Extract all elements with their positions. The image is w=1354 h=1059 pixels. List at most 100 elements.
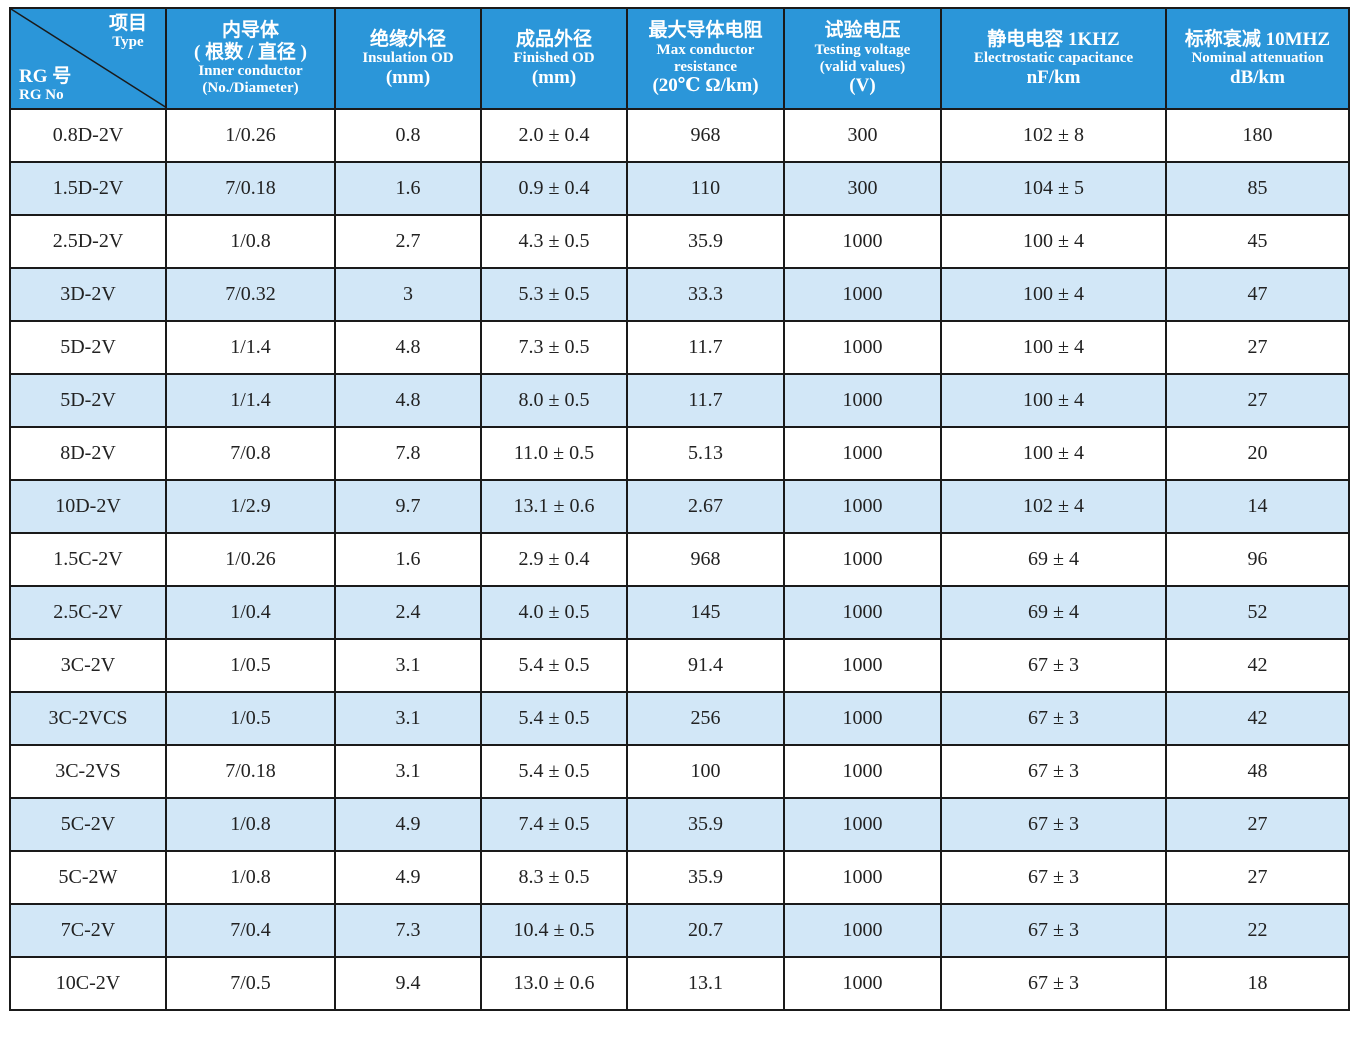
cell-max-resistance: 256 [626,691,785,746]
cell-testing-voltage: 1000 [783,426,942,481]
cell-attenuation: 47 [1165,267,1350,322]
cell-insulation-od: 9.7 [334,479,482,534]
corner-type-cn: 项目 [108,13,147,34]
cell-rg-no: 7C-2V [9,903,167,958]
cell-capacitance: 67 ± 3 [940,638,1167,693]
cell-rg-no: 0.8D-2V [9,108,167,163]
cell-insulation-od: 4.9 [334,850,482,905]
cell-finished-od: 2.9 ± 0.4 [480,532,628,587]
cell-capacitance: 100 ± 4 [940,373,1167,428]
table-body: 0.8D-2V 1/0.26 0.8 2.0 ± 0.4 968 300 102 ± 8 18… [9,108,1350,1011]
cell-attenuation: 20 [1165,426,1350,481]
cell-finished-od: 4.0 ± 0.5 [480,585,628,640]
cell-testing-voltage: 1000 [783,744,942,799]
cell-insulation-od: 2.7 [334,214,482,269]
cell-max-resistance: 5.13 [626,426,785,481]
cell-attenuation: 42 [1165,691,1350,746]
cell-finished-od: 5.4 ± 0.5 [480,744,628,799]
cell-inner-conductor: 1/0.8 [165,797,336,852]
cell-rg-no: 5D-2V [9,320,167,375]
cell-capacitance: 69 ± 4 [940,585,1167,640]
cell-rg-no: 10C-2V [9,956,167,1011]
cell-attenuation: 85 [1165,161,1350,216]
cell-capacitance: 67 ± 3 [940,903,1167,958]
cell-attenuation: 18 [1165,956,1350,1011]
cell-capacitance: 102 ± 8 [940,108,1167,163]
corner-type-label: 项目 Type [109,13,147,51]
cell-inner-conductor: 1/0.4 [165,585,336,640]
cell-inner-conductor: 1/0.26 [165,108,336,163]
cell-finished-od: 5.3 ± 0.5 [480,267,628,322]
cell-rg-no: 5C-2W [9,850,167,905]
cell-testing-voltage: 1000 [783,638,942,693]
cell-finished-od: 5.4 ± 0.5 [480,638,628,693]
corner-rg-cn: RG 号 [19,65,72,87]
cell-rg-no: 3C-2VCS [9,691,167,746]
cell-insulation-od: 3.1 [334,744,482,799]
cell-testing-voltage: 1000 [783,956,942,1011]
table-row: 1.5D-2V 7/0.18 1.6 0.9 ± 0.4 110 300 104 ± 5 85 [9,161,1350,216]
cell-max-resistance: 968 [626,108,785,163]
corner-type-en: Type [112,34,144,51]
cell-rg-no: 3C-2V [9,638,167,693]
cell-attenuation: 27 [1165,320,1350,375]
cell-capacitance: 67 ± 3 [940,850,1167,905]
cell-inner-conductor: 1/1.4 [165,320,336,375]
cell-attenuation: 27 [1165,850,1350,905]
cell-capacitance: 69 ± 4 [940,532,1167,587]
cell-finished-od: 13.0 ± 0.6 [480,956,628,1011]
cell-rg-no: 2.5D-2V [9,214,167,269]
table-row: 5C-2W 1/0.8 4.9 8.3 ± 0.5 35.9 1000 67 ± 3 27 [9,850,1350,905]
cell-finished-od: 13.1 ± 0.6 [480,479,628,534]
cell-capacitance: 67 ± 3 [940,691,1167,746]
cell-testing-voltage: 1000 [783,532,942,587]
cell-max-resistance: 35.9 [626,214,785,269]
cell-max-resistance: 35.9 [626,850,785,905]
table-row: 1.5C-2V 1/0.26 1.6 2.9 ± 0.4 968 1000 69 ± 4 96 [9,532,1350,587]
cell-attenuation: 27 [1165,373,1350,428]
cell-capacitance: 67 ± 3 [940,797,1167,852]
table-row: 2.5C-2V 1/0.4 2.4 4.0 ± 0.5 145 1000 69 ± 4 52 [9,585,1350,640]
cell-finished-od: 8.0 ± 0.5 [480,373,628,428]
corner-rg-en: RG No [19,87,64,104]
cell-testing-voltage: 1000 [783,320,942,375]
header-inner-conductor: 内导体 ( 根数 / 直径 ) Inner conductor (No./Dia… [165,7,336,110]
cell-capacitance: 102 ± 4 [940,479,1167,534]
cell-attenuation: 27 [1165,797,1350,852]
cell-max-resistance: 33.3 [626,267,785,322]
table-row: 3C-2VCS 1/0.5 3.1 5.4 ± 0.5 256 1000 67 ± 3 42 [9,691,1350,746]
cell-max-resistance: 20.7 [626,903,785,958]
cell-inner-conductor: 1/0.8 [165,214,336,269]
cell-testing-voltage: 1000 [783,214,942,269]
cell-rg-no: 1.5D-2V [9,161,167,216]
cell-inner-conductor: 7/0.5 [165,956,336,1011]
cell-max-resistance: 968 [626,532,785,587]
cell-testing-voltage: 1000 [783,479,942,534]
cell-inner-conductor: 1/0.26 [165,532,336,587]
header-testing-voltage: 试验电压 Testing voltage (valid values) (V) [783,7,942,110]
cell-insulation-od: 2.4 [334,585,482,640]
cell-capacitance: 100 ± 4 [940,214,1167,269]
header-insulation-od: 绝缘外径 Insulation OD (mm) [334,7,482,110]
cell-capacitance: 104 ± 5 [940,161,1167,216]
cell-max-resistance: 2.67 [626,479,785,534]
cell-capacitance: 100 ± 4 [940,267,1167,322]
cell-insulation-od: 4.9 [334,797,482,852]
cell-inner-conductor: 1/2.9 [165,479,336,534]
cable-spec-table: 项目 Type RG 号 RG No 内导体 ( 根数 / 直径 ) Inner… [9,7,1350,1011]
cell-testing-voltage: 1000 [783,585,942,640]
cell-max-resistance: 11.7 [626,373,785,428]
cell-inner-conductor: 7/0.32 [165,267,336,322]
cell-capacitance: 67 ± 3 [940,744,1167,799]
cell-testing-voltage: 1000 [783,903,942,958]
cell-rg-no: 5C-2V [9,797,167,852]
cell-inner-conductor: 1/0.8 [165,850,336,905]
cell-attenuation: 42 [1165,638,1350,693]
cell-insulation-od: 4.8 [334,373,482,428]
cell-finished-od: 2.0 ± 0.4 [480,108,628,163]
header-capacitance: 静电电容 1KHZ Electrostatic capacitance nF/k… [940,7,1167,110]
cell-insulation-od: 7.8 [334,426,482,481]
header-attenuation: 标称衰减 10MHZ Nominal attenuation dB/km [1165,7,1350,110]
